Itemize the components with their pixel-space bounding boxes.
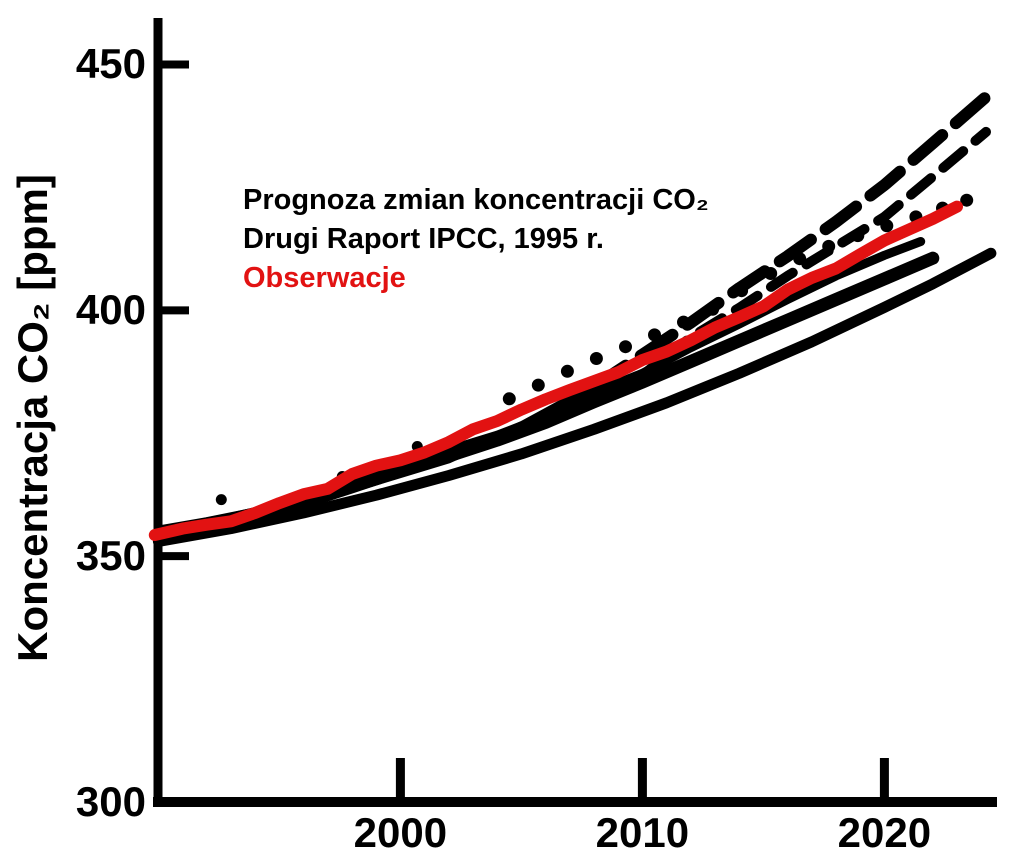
x-tick-label: 2010 <box>595 809 690 856</box>
scenario-dotted-dot <box>706 302 720 316</box>
band-bumps-dot <box>215 494 227 506</box>
scenario-dotted-dot <box>619 340 632 354</box>
y-tick-label: 450 <box>75 40 146 88</box>
band-bottom-line <box>152 247 997 547</box>
scenario-dotted-dot <box>851 229 865 243</box>
y-tick-label: 400 <box>75 286 146 334</box>
legend-line-obserwacje: Obserwacje <box>243 262 406 294</box>
scenario-dotted-dot <box>502 392 516 406</box>
scenario-dotted-dot <box>735 284 749 298</box>
legend-line-raport: Drugi Raport IPCC, 1995 r. <box>243 223 604 255</box>
x-tick-label: 2000 <box>353 809 448 856</box>
scenario-dotted-dot <box>880 219 894 233</box>
y-axis-title: Koncentracja CO₂ [ppm] <box>9 174 56 662</box>
scenario-dotted-dot <box>793 252 807 266</box>
chart-legend: Prognoza zmian koncentracji CO₂ Drugi Ra… <box>243 181 709 298</box>
scenario-dotted-dot <box>822 239 836 253</box>
scenario-dotted-dot <box>589 352 603 365</box>
scenario-dotted-dot <box>531 378 545 392</box>
scenario-dotted-dot <box>677 315 690 329</box>
scenario-upper-dashed-line <box>588 90 992 393</box>
y-tick-label: 350 <box>75 532 146 580</box>
scenario-dotted-dot <box>764 267 778 280</box>
scenario-dotted-dot <box>648 328 661 342</box>
legend-line-prognoza: Prognoza zmian koncentracji CO₂ <box>243 184 709 216</box>
scenario-dotted-dot <box>960 193 974 207</box>
y-tick-label: 300 <box>75 778 146 825</box>
x-tick-label: 2020 <box>837 809 932 856</box>
scenario-dotted-dot <box>560 364 574 378</box>
obserwacje-line <box>148 200 963 541</box>
scenario-mid-dashed-line <box>589 126 991 404</box>
